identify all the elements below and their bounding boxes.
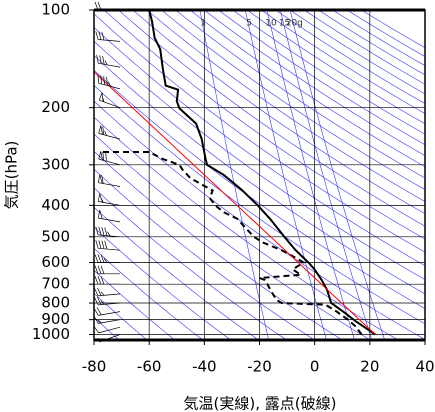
mixing-ratio-label: 20g: [286, 19, 303, 29]
mixing-ratio-line: [245, 10, 327, 340]
dry-adiabat: [94, 85, 425, 325]
wind-barb: [93, 315, 121, 324]
wind-barb: [94, 276, 120, 285]
dry-adiabat: [289, 10, 425, 95]
mixing-ratio-label: 5: [246, 19, 252, 29]
dry-adiabat: [94, 150, 343, 340]
wind-barb: [97, 210, 121, 223]
y-tick-label: 300: [41, 155, 70, 173]
y-tick-label: 200: [41, 98, 70, 116]
mixing-ratio-line: [266, 10, 355, 340]
dry-adiabat: [94, 206, 259, 340]
mixing-ratio-line: [280, 10, 373, 340]
dry-adiabat: [118, 10, 425, 227]
mixing-ratio-line: [199, 10, 269, 340]
wind-barb: [96, 54, 121, 68]
reference-lines: [94, 10, 425, 340]
dry-adiabat: [304, 10, 425, 85]
dry-adiabat: [146, 10, 425, 202]
dry-adiabat: [94, 168, 315, 340]
dry-adiabat: [189, 10, 425, 168]
data-layer: [94, 10, 376, 336]
dry-adiabat: [94, 26, 425, 267]
wind-barb: [94, 1, 120, 11]
dry-adiabat: [94, 13, 425, 253]
dry-adiabat: [161, 10, 425, 191]
x-tick-label: 40: [415, 358, 434, 376]
dry-adiabat: [94, 69, 425, 309]
wind-barb: [98, 151, 121, 166]
wind-barb: [95, 240, 121, 251]
wind-barb: [95, 31, 121, 42]
wind-barb: [97, 334, 121, 343]
wind-barb: [94, 254, 120, 263]
temperature-line: [148, 10, 376, 336]
y-tick-label: 400: [41, 196, 70, 214]
dry-adiabat: [94, 247, 203, 340]
dry-adiabat: [94, 55, 425, 295]
wind-barb: [93, 325, 121, 334]
y-tick-label: 700: [41, 275, 70, 293]
y-tick-label: 500: [41, 227, 70, 245]
wind-barb: [98, 92, 121, 109]
dry-adiabat: [103, 10, 425, 240]
dry-adiabat: [94, 133, 371, 340]
dry-adiabat: [318, 10, 425, 76]
x-tick-label: -80: [82, 358, 107, 376]
dry-adiabat: [275, 10, 425, 104]
dry-adiabat: [246, 10, 425, 125]
wind-barb: [94, 296, 121, 306]
dry-adiabat: [175, 10, 425, 179]
dry-adiabat: [261, 10, 425, 114]
dry-adiabat: [94, 226, 231, 340]
y-tick-label: 900: [41, 310, 70, 328]
y-tick-label: 1000: [32, 325, 70, 343]
dry-adiabat: [94, 269, 176, 340]
dewpoint-line: [99, 151, 363, 336]
temperature-line: [94, 71, 376, 335]
dry-adiabat: [94, 100, 425, 340]
dry-adiabat: [132, 10, 425, 215]
wind-barb: [97, 74, 121, 90]
wind-barb: [97, 174, 121, 187]
dry-adiabat: [332, 10, 425, 66]
x-tick-label: -20: [247, 358, 272, 376]
mixing-ratio-label: 10: [265, 19, 277, 29]
x-axis-title: 気温(実線), 露点(破線): [184, 395, 337, 412]
y-tick-label: 600: [41, 253, 70, 271]
dry-adiabat: [218, 10, 425, 146]
wind-barb: [94, 265, 120, 275]
mixing-ratio-label: 1: [200, 19, 206, 29]
dry-adiabat: [94, 40, 425, 280]
wind-barb: [98, 125, 121, 140]
dry-adiabat: [94, 187, 287, 340]
wind-barb: [93, 307, 121, 316]
mixing-ratio-line: [289, 10, 385, 340]
y-tick-label: 100: [41, 1, 70, 19]
x-tick-label: 0: [310, 358, 320, 376]
x-tick-label: -40: [192, 358, 217, 376]
y-tick-label: 800: [41, 294, 70, 312]
wind-barb: [97, 193, 121, 206]
x-tick-label: 20: [360, 358, 379, 376]
y-axis-title: 気圧(hPa): [3, 141, 21, 210]
dry-adiabat: [232, 10, 425, 135]
x-tick-label: -60: [137, 358, 162, 376]
mixing-ratio-label: 15: [279, 19, 290, 29]
wind-barb: [95, 226, 121, 238]
dry-adiabat: [94, 292, 148, 340]
dry-adiabat: [94, 116, 399, 340]
wind-barb: [94, 287, 121, 297]
